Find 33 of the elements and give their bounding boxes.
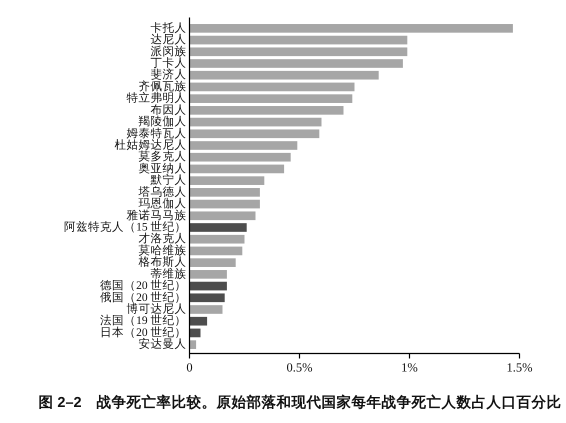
y-tick-label: 蒂维族 [150, 266, 186, 280]
y-tick-label: 莫哈维族 [138, 242, 186, 257]
y-tick-label: 齐佩瓦族 [138, 78, 186, 93]
y-tick-label: 塔乌德人 [138, 185, 186, 198]
y-tick-label: 德国（20 世纪） [100, 279, 186, 292]
y-tick-label: 玛恩伽人 [138, 197, 186, 210]
y-tick-label: 特立弗明人 [126, 90, 186, 105]
x-tick-label: 1% [401, 360, 418, 374]
y-tick-label: 派闵族 [150, 44, 186, 58]
y-tick-label: 默宁人 [150, 172, 186, 187]
y-tick-label: 俄国（20 世纪） [100, 290, 186, 304]
y-tick-label: 安达曼人 [138, 336, 186, 351]
y-tick-label: 法国（19 世纪） [100, 314, 186, 328]
y-tick-label: 斐济人 [150, 67, 186, 82]
x-tick-label: 0.5% [286, 360, 313, 374]
y-tick-label: 奥亚纳人 [138, 162, 186, 175]
y-tick-label: 杜姑姆达尼人 [114, 138, 186, 152]
y-tick-label: 日本（20 世纪） [100, 326, 186, 339]
y-tick-label: 达尼人 [150, 33, 186, 46]
x-tick-label: 1.5% [506, 360, 533, 374]
y-tick-label: 布因人 [150, 103, 186, 116]
y-tick-label: 莫多克人 [138, 150, 186, 164]
y-tick-label: 姆泰特瓦人 [126, 126, 186, 140]
y-tick-label: 雅诺马马族 [126, 208, 186, 222]
y-tick-label: 阿兹特克人（15 世纪） [64, 220, 186, 234]
y-tick-label: 羯陵伽人 [138, 115, 186, 128]
caption: 图 2–2 战争死亡率比较。原始部落和现代国家每年战争死亡人数占人口百分比 [38, 393, 562, 411]
y-tick-label: 丁卡人 [150, 56, 186, 70]
x-tick-label: 0 [186, 360, 193, 374]
y-tick-label: 卡托人 [150, 21, 186, 34]
y-tick-label: 才洛克人 [138, 232, 186, 246]
y-tick-label: 博可达尼人 [126, 302, 186, 316]
y-tick-label: 格布斯人 [138, 256, 186, 269]
